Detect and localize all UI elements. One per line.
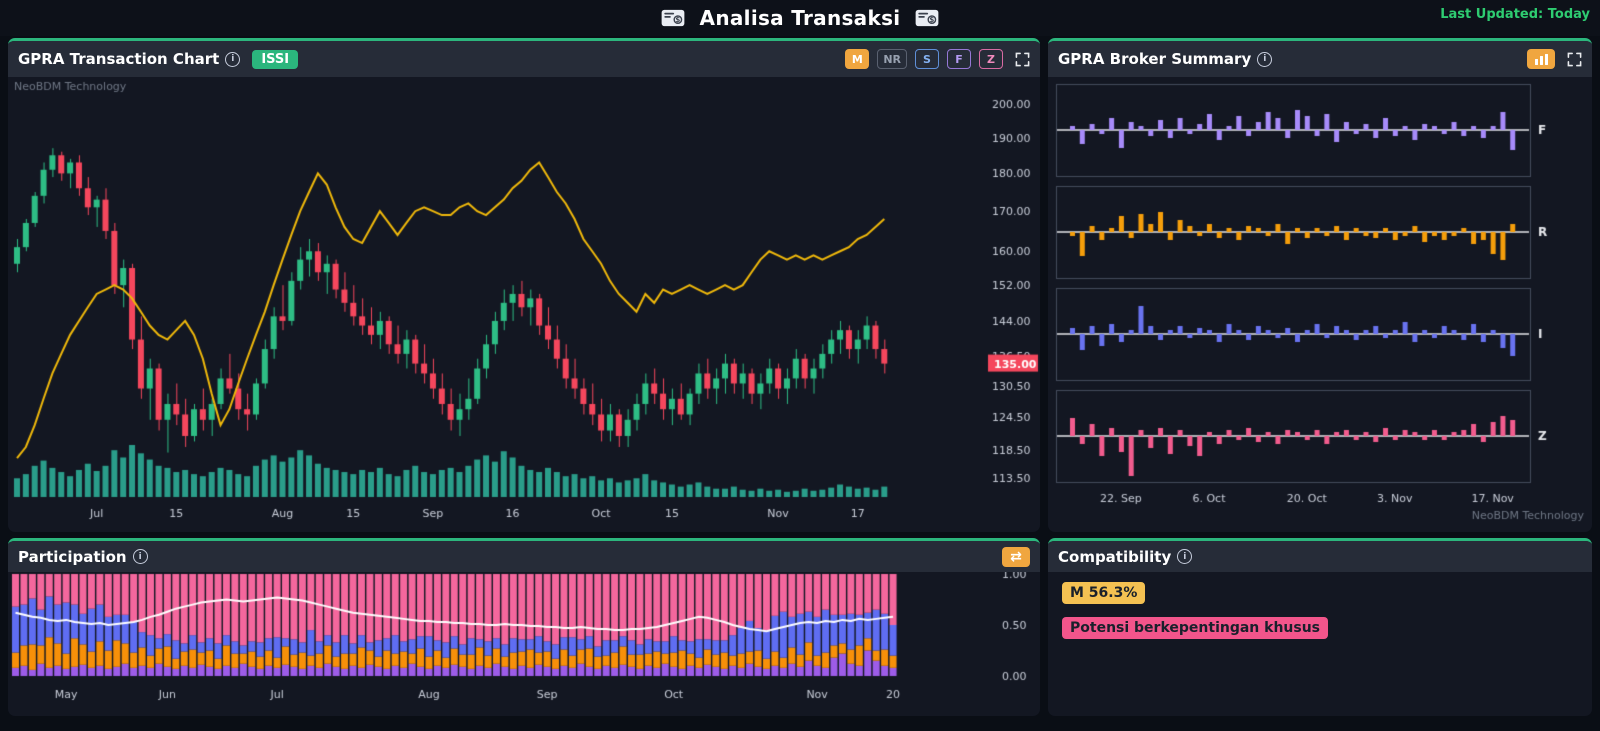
fullscreen-icon-transaction[interactable]	[1015, 52, 1030, 67]
compatibility-body: M 56.3% Potensi berkepentingan khusus	[1048, 572, 1592, 649]
participation-header: Participation i ⇄	[8, 541, 1040, 572]
compatibility-note-badge: Potensi berkepentingan khusus	[1062, 617, 1329, 639]
transaction-chart-title: GPRA Transaction Chart	[18, 50, 220, 68]
filter-f-button[interactable]: F	[947, 49, 971, 69]
money-bill-icon-left: $	[660, 5, 686, 31]
compatibility-panel: Compatibility i M 56.3% Potensi berkepen…	[1048, 538, 1592, 716]
participation-panel: Participation i ⇄	[8, 538, 1040, 716]
transaction-chart-panel: GPRA Transaction Chart i ISSI M NR S F Z	[8, 38, 1040, 532]
swap-arrows-icon: ⇄	[1010, 548, 1022, 565]
page-title: Analisa Transaksi	[699, 6, 901, 30]
top-header: $ Analisa Transaksi $ Last Updated: Toda…	[0, 0, 1600, 36]
info-icon-broker[interactable]: i	[1257, 51, 1273, 67]
broker-summary-canvas[interactable]	[1048, 77, 1592, 532]
bar-chart-icon	[1534, 53, 1548, 65]
title-wrap: $ Analisa Transaksi $	[660, 5, 941, 31]
info-icon-transaction[interactable]: i	[225, 51, 241, 67]
transaction-chart-canvas[interactable]	[8, 77, 1040, 532]
info-icon-compatibility[interactable]: i	[1177, 549, 1193, 564]
filter-nr-button[interactable]: NR	[877, 49, 907, 69]
broker-summary-title: GPRA Broker Summary	[1058, 50, 1252, 68]
compatibility-title: Compatibility	[1058, 547, 1172, 566]
compatibility-header: Compatibility i	[1048, 541, 1592, 572]
transaction-chart-header: GPRA Transaction Chart i ISSI M NR S F Z	[8, 41, 1040, 77]
broker-summary-panel: GPRA Broker Summary i	[1048, 38, 1592, 532]
filter-m-button[interactable]: M	[845, 49, 870, 69]
participation-swap-button[interactable]: ⇄	[1002, 546, 1030, 567]
participation-title: Participation	[18, 547, 127, 566]
last-updated-text: Last Updated: Today	[1440, 7, 1590, 22]
filter-s-button[interactable]: S	[915, 49, 939, 69]
broker-summary-header: GPRA Broker Summary i	[1048, 41, 1592, 77]
compatibility-m-badge: M 56.3%	[1062, 582, 1146, 604]
fullscreen-icon-broker[interactable]	[1567, 52, 1582, 67]
svg-text:$: $	[675, 15, 680, 24]
svg-text:$: $	[930, 15, 935, 24]
participation-chart-canvas[interactable]	[8, 572, 1040, 716]
money-bill-icon-right: $	[914, 5, 940, 31]
issi-badge[interactable]: ISSI	[252, 49, 299, 69]
filter-z-button[interactable]: Z	[979, 49, 1003, 69]
broker-chart-mode-button[interactable]	[1527, 49, 1555, 69]
info-icon-participation[interactable]: i	[132, 549, 148, 564]
